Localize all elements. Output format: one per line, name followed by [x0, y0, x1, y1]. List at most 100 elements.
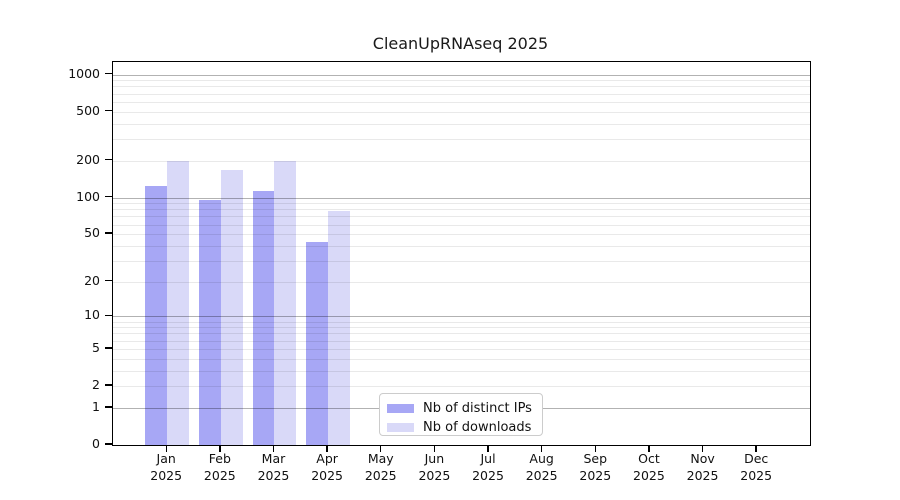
month-year: 2025 [525, 467, 558, 483]
gridline-minor [113, 245, 810, 247]
legend-item-downloads: Nb of downloads [387, 419, 542, 435]
y-tick-mark [105, 406, 112, 408]
legend-label-distinct-ips: Nb of distinct IPs [423, 400, 532, 416]
gridline-minor [113, 123, 810, 125]
x-tick-mark [272, 445, 275, 452]
gridline-minor [113, 321, 810, 323]
y-tick-label: 2 [92, 377, 100, 393]
month-label: Jan 2025 [134, 451, 198, 484]
x-tick-mark [487, 445, 489, 452]
plot-area [112, 61, 811, 446]
month-year: 2025 [472, 467, 504, 483]
y-tick-mark [105, 109, 112, 112]
bar-distinct-ips [306, 242, 329, 445]
month-name: Jan [156, 451, 176, 466]
month-label: Feb 2025 [188, 451, 252, 484]
gridline-major [113, 316, 810, 318]
gridline-minor [113, 224, 810, 226]
gridline-minor [113, 80, 810, 82]
month-name: Aug [529, 451, 554, 466]
legend-label-downloads: Nb of downloads [423, 419, 532, 435]
gridline-minor [113, 86, 810, 88]
month-year: 2025 [257, 467, 290, 483]
legend-swatch-downloads-icon [387, 422, 414, 432]
month-name: Mar [261, 451, 286, 466]
month-year: 2025 [418, 467, 451, 483]
gridline-minor [113, 340, 810, 342]
y-tick-mark [105, 280, 112, 282]
month-name: May [367, 451, 394, 466]
month-label: May 2025 [349, 451, 413, 484]
month-year: 2025 [364, 467, 397, 483]
month-label: Mar 2025 [241, 451, 305, 484]
month-name: Sep [583, 451, 608, 466]
x-tick-mark [433, 445, 436, 452]
y-tick-mark [105, 195, 112, 198]
x-tick-mark [594, 445, 596, 452]
gridline-minor [113, 203, 810, 205]
x-tick-mark [540, 445, 543, 452]
gridline-minor [113, 216, 810, 218]
month-label: Apr 2025 [295, 451, 359, 484]
y-tick-label: 20 [84, 272, 100, 288]
month-year: 2025 [311, 467, 343, 483]
y-tick-label: 0 [92, 436, 100, 451]
month-label: Oct 2025 [617, 451, 681, 484]
bar-downloads [220, 169, 243, 445]
legend: Nb of distinct IPs Nb of downloads [379, 393, 543, 436]
gridline-minor [113, 93, 810, 95]
month-year: 2025 [686, 467, 719, 483]
gridline-minor [113, 327, 810, 329]
x-tick-mark [701, 445, 704, 452]
month-label: Aug 2025 [510, 451, 574, 484]
bar-distinct-ips [252, 191, 275, 445]
gridline-minor [113, 234, 810, 236]
y-tick-label: 1000 [68, 65, 100, 81]
month-year: 2025 [150, 467, 183, 483]
legend-item-distinct-ips: Nb of distinct IPs [387, 400, 542, 416]
y-tick-label: 5 [92, 339, 100, 355]
y-tick-label: 50 [84, 225, 100, 241]
y-tick-label: 1 [92, 398, 100, 414]
x-tick-mark [380, 445, 382, 452]
month-year: 2025 [203, 467, 236, 483]
gridline-minor [113, 138, 810, 140]
x-tick-mark [755, 445, 757, 452]
month-year: 2025 [579, 467, 612, 483]
month-name: Jul [480, 451, 496, 466]
month-label: Jul 2025 [456, 451, 520, 484]
gridline-minor [113, 111, 810, 113]
gridline-minor [113, 386, 810, 388]
month-year: 2025 [633, 467, 665, 483]
y-tick-label: 100 [76, 188, 100, 204]
month-name: Nov [690, 451, 715, 466]
x-tick-mark [326, 445, 328, 452]
month-label: Nov 2025 [671, 451, 735, 484]
month-label: Dec 2025 [724, 451, 788, 484]
y-tick-mark [105, 443, 112, 445]
gridline-minor [113, 358, 810, 360]
month-name: Jun [424, 451, 445, 466]
y-tick-mark [105, 384, 112, 386]
y-tick-mark [105, 72, 112, 75]
y-tick-label: 500 [76, 102, 100, 118]
gridline-minor [113, 160, 810, 162]
month-name: Feb [208, 451, 231, 466]
x-tick-mark [219, 445, 221, 452]
bar-distinct-ips [199, 200, 221, 445]
bar-downloads [274, 160, 297, 445]
gridline-minor [113, 348, 810, 350]
month-label: Jun 2025 [402, 451, 466, 484]
chart-title: CleanUpRNAseq 2025 [372, 34, 549, 53]
month-label: Sep 2025 [563, 451, 627, 484]
y-tick-mark [105, 232, 112, 234]
gridline-minor [113, 101, 810, 103]
gridline-major [113, 74, 810, 76]
gridline-minor [113, 209, 810, 211]
y-tick-mark [105, 158, 112, 161]
month-year: 2025 [740, 467, 773, 483]
month-name: Oct [638, 451, 660, 466]
gridline-minor [113, 281, 810, 283]
legend-swatch-distinct-ips-icon [387, 403, 414, 413]
